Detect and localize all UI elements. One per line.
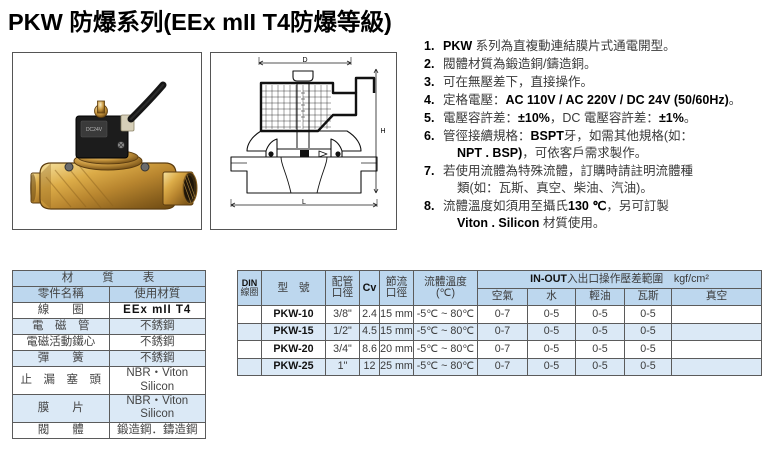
svg-text:H: H: [380, 128, 385, 135]
svg-text:DC24V: DC24V: [86, 127, 103, 133]
svg-text:L: L: [302, 199, 306, 206]
svg-text:D: D: [302, 57, 307, 64]
